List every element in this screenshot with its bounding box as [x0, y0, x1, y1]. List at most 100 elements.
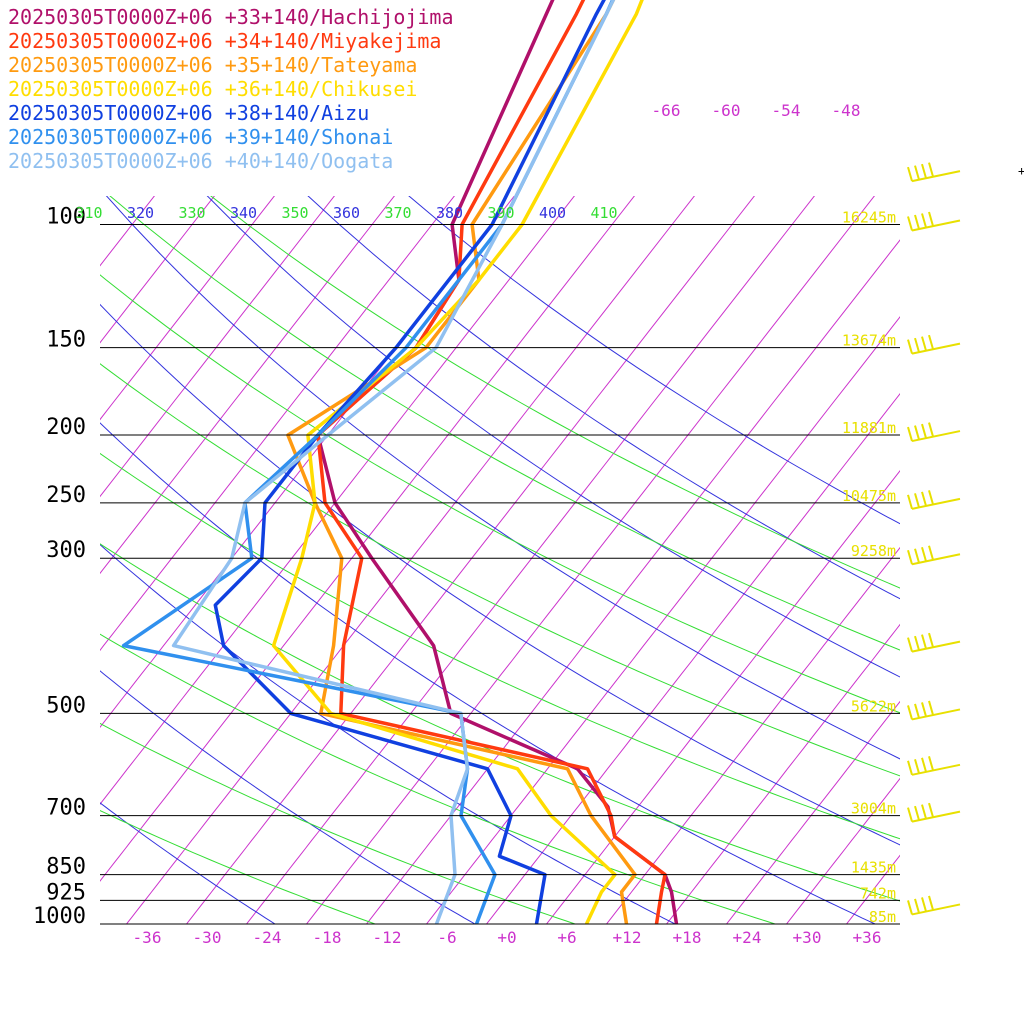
legend-entry: 20250305T0000Z+06 +33+140/Hachijojima	[8, 5, 454, 29]
height-label: 9258m	[851, 542, 896, 560]
wind-barb-feather	[914, 337, 920, 353]
dry-adiabat-line	[100, 802, 276, 924]
isotherm-line	[126, 196, 695, 924]
theta-label: 380	[436, 204, 463, 222]
wind-barb-feather	[921, 804, 927, 819]
pressure-label: 200	[46, 415, 86, 440]
isotherm-line	[786, 777, 900, 924]
isotherm-label: -60	[712, 101, 741, 120]
temperature-tick-label: -36	[133, 928, 162, 947]
dry-adiabat-line	[100, 670, 476, 924]
moist-adiabat-line	[100, 274, 900, 714]
wind-barb	[907, 802, 961, 823]
axes: 100 16245m 150 13674m 200 11881m 250 10475m 300 9…	[33, 101, 900, 947]
pressure-label: 925	[46, 880, 86, 905]
moist-adiabat-line	[100, 809, 376, 924]
grid-lines	[100, 196, 900, 924]
moist-adiabat-line	[100, 633, 776, 924]
legend-entry: 20250305T0000Z+06 +35+140/Tateyama	[8, 53, 417, 77]
moist-adiabat-line	[100, 363, 900, 777]
wind-barb-shaft	[911, 553, 961, 566]
wind-barb-feather	[914, 165, 920, 180]
wind-barb-feather	[921, 213, 927, 228]
moist-adiabat-line	[100, 722, 576, 924]
isotherm-line	[100, 196, 155, 267]
wind-barbs: +	[907, 162, 1024, 916]
theta-label: 350	[281, 204, 308, 222]
pressure-label: 150	[46, 328, 86, 353]
wind-barb-feather	[921, 757, 927, 773]
height-label: 742m	[860, 884, 896, 902]
height-label: 85m	[869, 908, 896, 926]
isotherm-line	[846, 854, 900, 924]
wind-barb-feather	[914, 703, 920, 719]
wind-barb-feather	[907, 705, 913, 720]
wind-barb-label: +	[1018, 164, 1024, 178]
wind-barb-shaft	[911, 342, 961, 355]
height-label: 11881m	[842, 419, 896, 437]
wind-barb-feather	[928, 632, 934, 648]
theta-label: 330	[178, 204, 205, 222]
theta-label: 410	[590, 204, 617, 222]
wind-barb-shaft	[911, 170, 961, 183]
wind-barb-feather	[928, 756, 934, 771]
wind-barb-shaft	[911, 903, 961, 916]
isotherm-line	[606, 546, 900, 924]
isotherm-line	[546, 469, 900, 924]
theta-label: 340	[230, 204, 257, 222]
wind-barb-feather	[907, 339, 913, 354]
wind-barb-feather	[921, 546, 927, 562]
height-label: 13674m	[842, 332, 896, 350]
pressure-label: 100	[46, 204, 86, 229]
wind-barb-feather	[914, 898, 920, 914]
wind-barb	[907, 211, 961, 232]
moist-adiabat-line	[100, 452, 900, 840]
wind-barb-feather	[914, 493, 920, 508]
wind-barb-feather	[928, 490, 934, 505]
wind-barb-feather	[907, 637, 913, 652]
wind-barb-feather	[928, 802, 934, 818]
isotherm-line	[366, 239, 900, 924]
wind-barb-feather	[907, 166, 913, 182]
wind-barb: +	[907, 162, 1024, 183]
isotherm-line	[100, 196, 335, 498]
wind-barb-feather	[907, 216, 913, 231]
moist-adiabat-line	[210, 196, 900, 589]
height-label: 10475m	[842, 487, 896, 505]
wind-barb-feather	[928, 895, 934, 911]
pressure-label: 250	[46, 483, 86, 508]
height-label: 3004m	[851, 800, 896, 818]
wind-barb-feather	[907, 807, 913, 822]
wind-barb-feather	[907, 494, 913, 510]
wind-barb-feather	[921, 634, 927, 649]
theta-label: 310	[75, 204, 102, 222]
wind-barb-shaft	[911, 640, 961, 653]
wind-barb-feather	[928, 700, 934, 716]
legend-entry: 20250305T0000Z+06 +38+140/Aizu	[8, 101, 369, 125]
isotherm-line	[100, 196, 635, 882]
isotherm-label: -48	[832, 101, 861, 120]
wind-barb	[907, 632, 961, 653]
wind-barb	[907, 700, 961, 721]
isotherm-line	[426, 316, 900, 924]
profile-line	[316, 0, 667, 924]
moist-adiabat-line	[100, 543, 900, 902]
theta-label: 390	[487, 204, 514, 222]
dry-adiabat-line	[100, 543, 676, 924]
wind-barb-feather	[921, 702, 927, 717]
theta-label: 360	[333, 204, 360, 222]
pressure-label: 700	[46, 796, 86, 821]
wind-barb-shaft	[911, 219, 961, 232]
temperature-tick-label: +30	[793, 928, 822, 947]
wind-barb-feather	[921, 423, 927, 439]
wind-barb-feather	[928, 422, 934, 437]
background-lines	[100, 196, 900, 924]
wind-barb-feather	[928, 545, 934, 561]
wind-barb	[907, 422, 961, 443]
legend-entry: 20250305T0000Z+06 +40+140/Oogata	[8, 149, 393, 173]
legend-entry: 20250305T0000Z+06 +39+140/Shonai	[8, 125, 393, 149]
legend-entry: 20250305T0000Z+06 +34+140/Miyakejima	[8, 29, 441, 53]
temperature-tick-label: +0	[497, 928, 516, 947]
wind-barb-shaft	[911, 708, 961, 721]
